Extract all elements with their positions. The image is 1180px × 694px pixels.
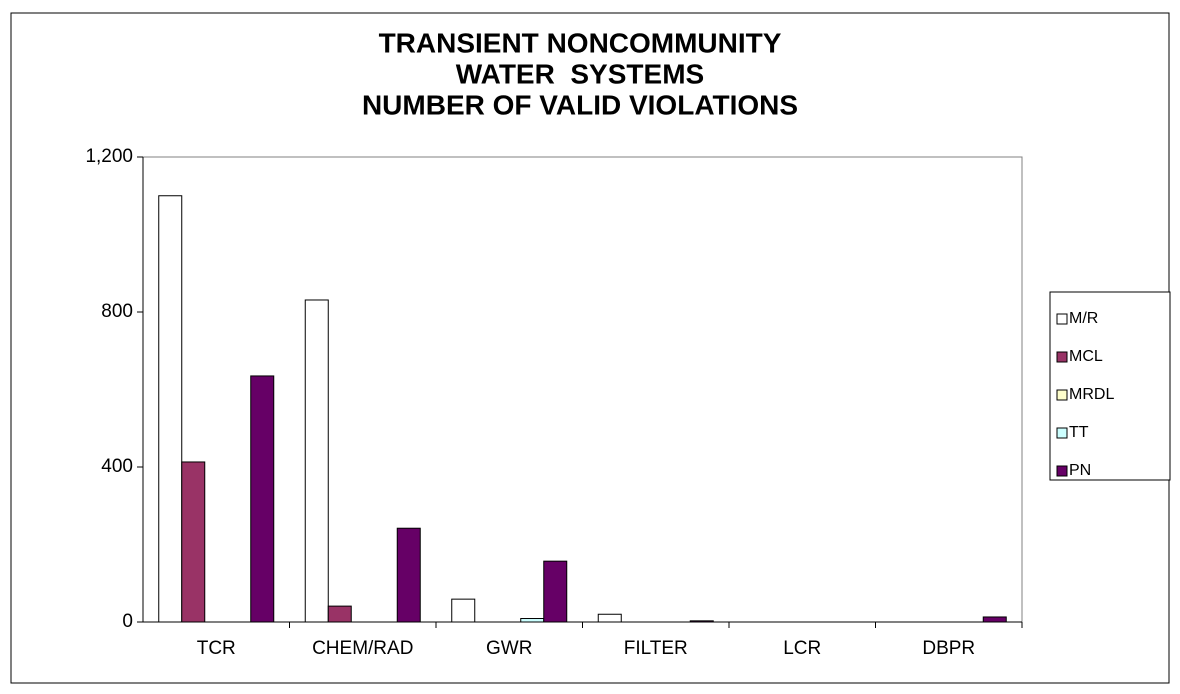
- bar: [158, 195, 183, 623]
- legend-swatch: [1056, 465, 1068, 477]
- bar: [181, 461, 206, 623]
- bar: [597, 613, 622, 623]
- x-tick-label: TCR: [197, 638, 236, 659]
- chart-title: NUMBER OF VALID VIOLATIONS: [362, 89, 798, 120]
- bar: [396, 527, 421, 623]
- legend-label: M/R: [1069, 310, 1098, 327]
- bar: [520, 618, 545, 623]
- bar: [689, 620, 714, 623]
- bar: [304, 299, 329, 623]
- bar: [327, 605, 352, 623]
- bar: [982, 616, 1007, 623]
- legend-label: MRDL: [1069, 386, 1114, 403]
- bar: [451, 598, 476, 623]
- x-tick-label: GWR: [486, 638, 532, 659]
- legend-swatch: [1056, 427, 1068, 439]
- chart-title: TRANSIENT NONCOMMUNITY: [379, 27, 782, 58]
- x-tick-label: LCR: [783, 638, 821, 659]
- y-tick-label: 0: [122, 611, 133, 632]
- legend-label: TT: [1069, 424, 1089, 441]
- legend-swatch: [1056, 351, 1068, 363]
- legend-label: PN: [1069, 462, 1091, 479]
- bar: [543, 560, 568, 623]
- y-tick-label: 800: [101, 301, 133, 322]
- legend-swatch: [1056, 313, 1068, 325]
- chart-title: WATER SYSTEMS: [456, 58, 704, 89]
- bar: [250, 375, 275, 623]
- legend-box: [1049, 291, 1171, 481]
- legend-label: MCL: [1069, 348, 1103, 365]
- x-tick-label: CHEM/RAD: [312, 638, 413, 659]
- x-tick-label: DBPR: [922, 638, 975, 659]
- legend-swatch: [1056, 389, 1068, 401]
- x-tick-label: FILTER: [624, 638, 688, 659]
- y-tick-label: 1,200: [85, 146, 133, 167]
- plot-area: [142, 156, 1023, 623]
- y-tick-label: 400: [101, 456, 133, 477]
